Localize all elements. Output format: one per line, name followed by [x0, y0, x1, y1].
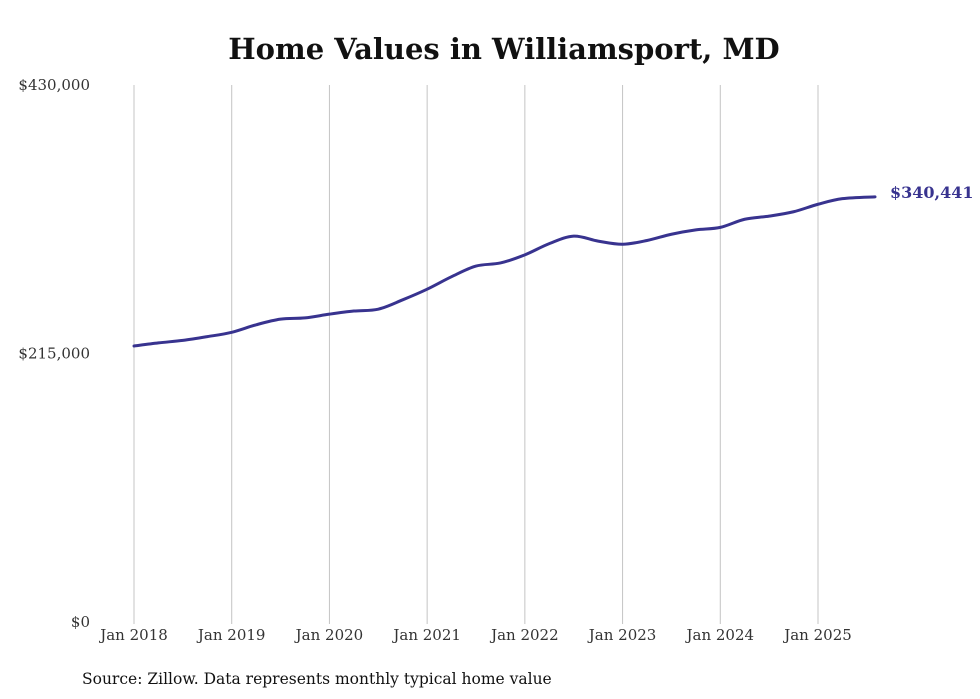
x-axis-ticks: Jan 2018 Jan 2019 Jan 2020 Jan 2021 Jan 2022…: [98, 626, 852, 644]
x-tick-label: Jan 2019: [196, 626, 266, 644]
x-tick-label: Jan 2020: [294, 626, 364, 644]
series-line: [132, 195, 877, 348]
y-tick-label: $0: [71, 613, 90, 631]
x-tick-label: Jan 2018: [98, 626, 168, 644]
x-tick-label: Jan 2024: [685, 626, 755, 644]
chart-title: Home Values in Williamsport, MD: [228, 32, 779, 66]
series-end-value-label: $340,441: [890, 183, 974, 202]
x-tick-label: Jan 2025: [782, 626, 852, 644]
y-tick-label: $430,000: [18, 76, 90, 94]
x-tick-label: Jan 2022: [489, 626, 559, 644]
y-axis-ticks: $0 $215,000 $430,000: [18, 76, 90, 631]
x-tick-label: Jan 2023: [587, 626, 657, 644]
grid-lines: [133, 85, 819, 624]
y-tick-label: $215,000: [18, 345, 90, 363]
x-tick-label: Jan 2021: [391, 626, 461, 644]
source-note: Source: Zillow. Data represents monthly …: [82, 670, 552, 688]
plot-area: $340,441: [132, 183, 974, 348]
